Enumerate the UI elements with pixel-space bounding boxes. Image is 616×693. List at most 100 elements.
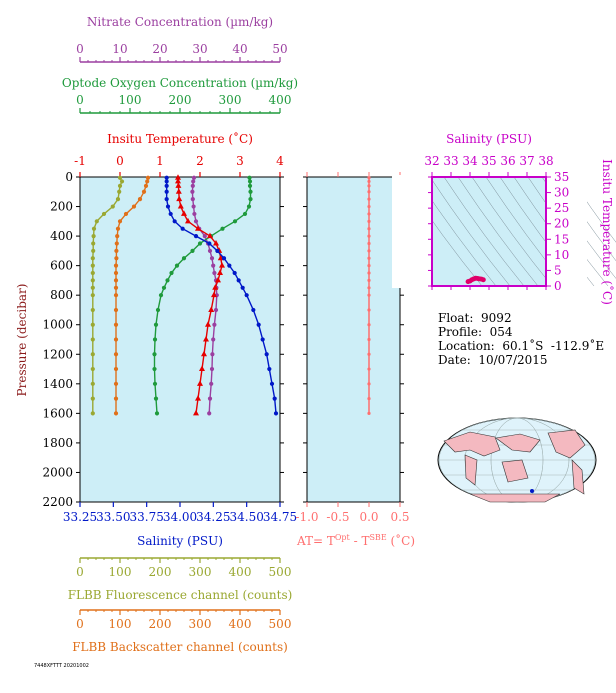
- at-point: [367, 204, 371, 209]
- at-point: [367, 308, 371, 312]
- fluorescence-point: [90, 293, 95, 298]
- backscatter-point: [113, 411, 119, 416]
- backscatter-point: [113, 396, 119, 401]
- nitrate-point: [213, 307, 219, 313]
- salinity-point: [180, 226, 185, 231]
- float-id-text: Float: 9092: [438, 311, 512, 325]
- profile-number-text: Profile: 054: [438, 325, 513, 339]
- salinity-tick-label: 33.75: [129, 510, 163, 524]
- oxygen-point: [158, 293, 164, 298]
- salinity-point: [164, 175, 169, 180]
- backscatter-point: [123, 211, 129, 217]
- at-label-part: AT= T: [296, 534, 335, 548]
- ts-salinity-tick-label: 35: [481, 154, 496, 168]
- at-label-superscript: Opt: [335, 533, 351, 542]
- temperature-point: [195, 225, 201, 231]
- ts-profile-point: [480, 277, 486, 283]
- at-label-part: (˚C): [387, 533, 415, 548]
- fluorescence-point: [90, 285, 95, 290]
- at-point: [367, 396, 371, 401]
- nitrate-point: [190, 189, 195, 194]
- location-text: Location: 60.1˚S -112.9˚E: [438, 339, 605, 353]
- salinity-point: [227, 263, 232, 268]
- backscatter-point: [113, 285, 119, 290]
- pressure-tick-label: 1200: [42, 347, 73, 361]
- oxygen-point: [247, 175, 252, 180]
- fluorescence-tick-label: 0: [76, 565, 84, 579]
- ts-temperature-tick-label: 10: [554, 248, 569, 262]
- nitrate-point: [209, 381, 214, 386]
- main-plot-area: [79, 176, 281, 503]
- at-plot-area: [306, 176, 401, 503]
- backscatter-point: [141, 189, 147, 194]
- at-point: [367, 234, 371, 238]
- globe-landmass: [571, 459, 585, 495]
- salinity-point: [267, 366, 272, 372]
- salinity-point: [164, 183, 169, 188]
- oxygen-point: [155, 307, 161, 313]
- salinity-point: [164, 189, 169, 194]
- at-point: [367, 264, 371, 268]
- oxygen-point: [153, 396, 159, 401]
- pressure-tick-label: 0: [65, 170, 73, 184]
- nitrate-axis-label: Nitrate Concentration (µm/kg): [87, 15, 273, 29]
- oxygen-point: [248, 189, 253, 194]
- nitrate-tick-label: 30: [192, 42, 207, 56]
- backscatter-point: [113, 307, 119, 313]
- ts-salinity-axis-label: Salinity (PSU): [446, 132, 532, 146]
- ts-plot-area: [432, 177, 546, 286]
- at-point: [367, 367, 371, 371]
- salinity-point: [260, 337, 265, 342]
- nitrate-point: [191, 175, 197, 180]
- salinity-axis-label: Salinity (PSU): [137, 534, 223, 548]
- backscatter-tick-label: 100: [109, 617, 132, 631]
- at-axis-label: AT= TOpt - TSBE (˚C): [296, 533, 415, 548]
- oxygen-point: [181, 256, 187, 261]
- nitrate-point: [207, 396, 213, 401]
- fluorescence-tick-label: 300: [189, 565, 212, 579]
- salinity-point: [168, 211, 173, 217]
- at-point: [367, 241, 371, 246]
- salinity-tick-label: 33.25: [63, 510, 97, 524]
- backscatter-tick-label: 300: [189, 617, 212, 631]
- at-point: [367, 212, 371, 216]
- at-point: [367, 293, 371, 297]
- backscatter-point: [145, 179, 150, 184]
- nitrate-tick-label: 10: [112, 42, 127, 56]
- temperature-point: [219, 262, 225, 268]
- at-point: [367, 323, 371, 327]
- backscatter-point: [115, 233, 120, 239]
- nitrate-tick-label: 40: [232, 42, 247, 56]
- at-tick-label: -1.0: [295, 510, 318, 524]
- salinity-point: [232, 270, 237, 276]
- float-location-marker: [530, 489, 534, 493]
- temperature-point: [177, 203, 184, 209]
- backscatter-point: [113, 322, 119, 327]
- oxygen-tick-label: 100: [119, 93, 142, 107]
- nitrate-point: [212, 322, 217, 327]
- ts-temperature-tick-label: 25: [554, 201, 569, 215]
- salinity-point: [207, 241, 212, 246]
- oxygen-point: [190, 248, 195, 253]
- oxygen-point: [165, 278, 170, 283]
- oxygen-tick-label: 200: [169, 93, 192, 107]
- oxygen-point: [242, 211, 248, 217]
- nitrate-point: [191, 179, 196, 184]
- oxygen-tick-label: 0: [76, 93, 84, 107]
- temperature-tick-label: 1: [156, 154, 164, 168]
- pressure-tick-label: 600: [50, 259, 73, 273]
- temperature-point: [195, 395, 201, 401]
- backscatter-point: [131, 204, 137, 209]
- at-point: [367, 219, 371, 223]
- fluorescence-point: [90, 278, 95, 283]
- ts-salinity-tick-label: 32: [424, 154, 439, 168]
- at-point: [367, 411, 371, 415]
- backscatter-point: [114, 256, 119, 261]
- backscatter-point: [113, 278, 119, 283]
- fluorescence-point: [91, 226, 97, 231]
- salinity-point: [273, 411, 279, 416]
- temperature-point: [185, 217, 191, 224]
- ts-density-contour: [457, 176, 539, 287]
- at-point: [367, 197, 371, 201]
